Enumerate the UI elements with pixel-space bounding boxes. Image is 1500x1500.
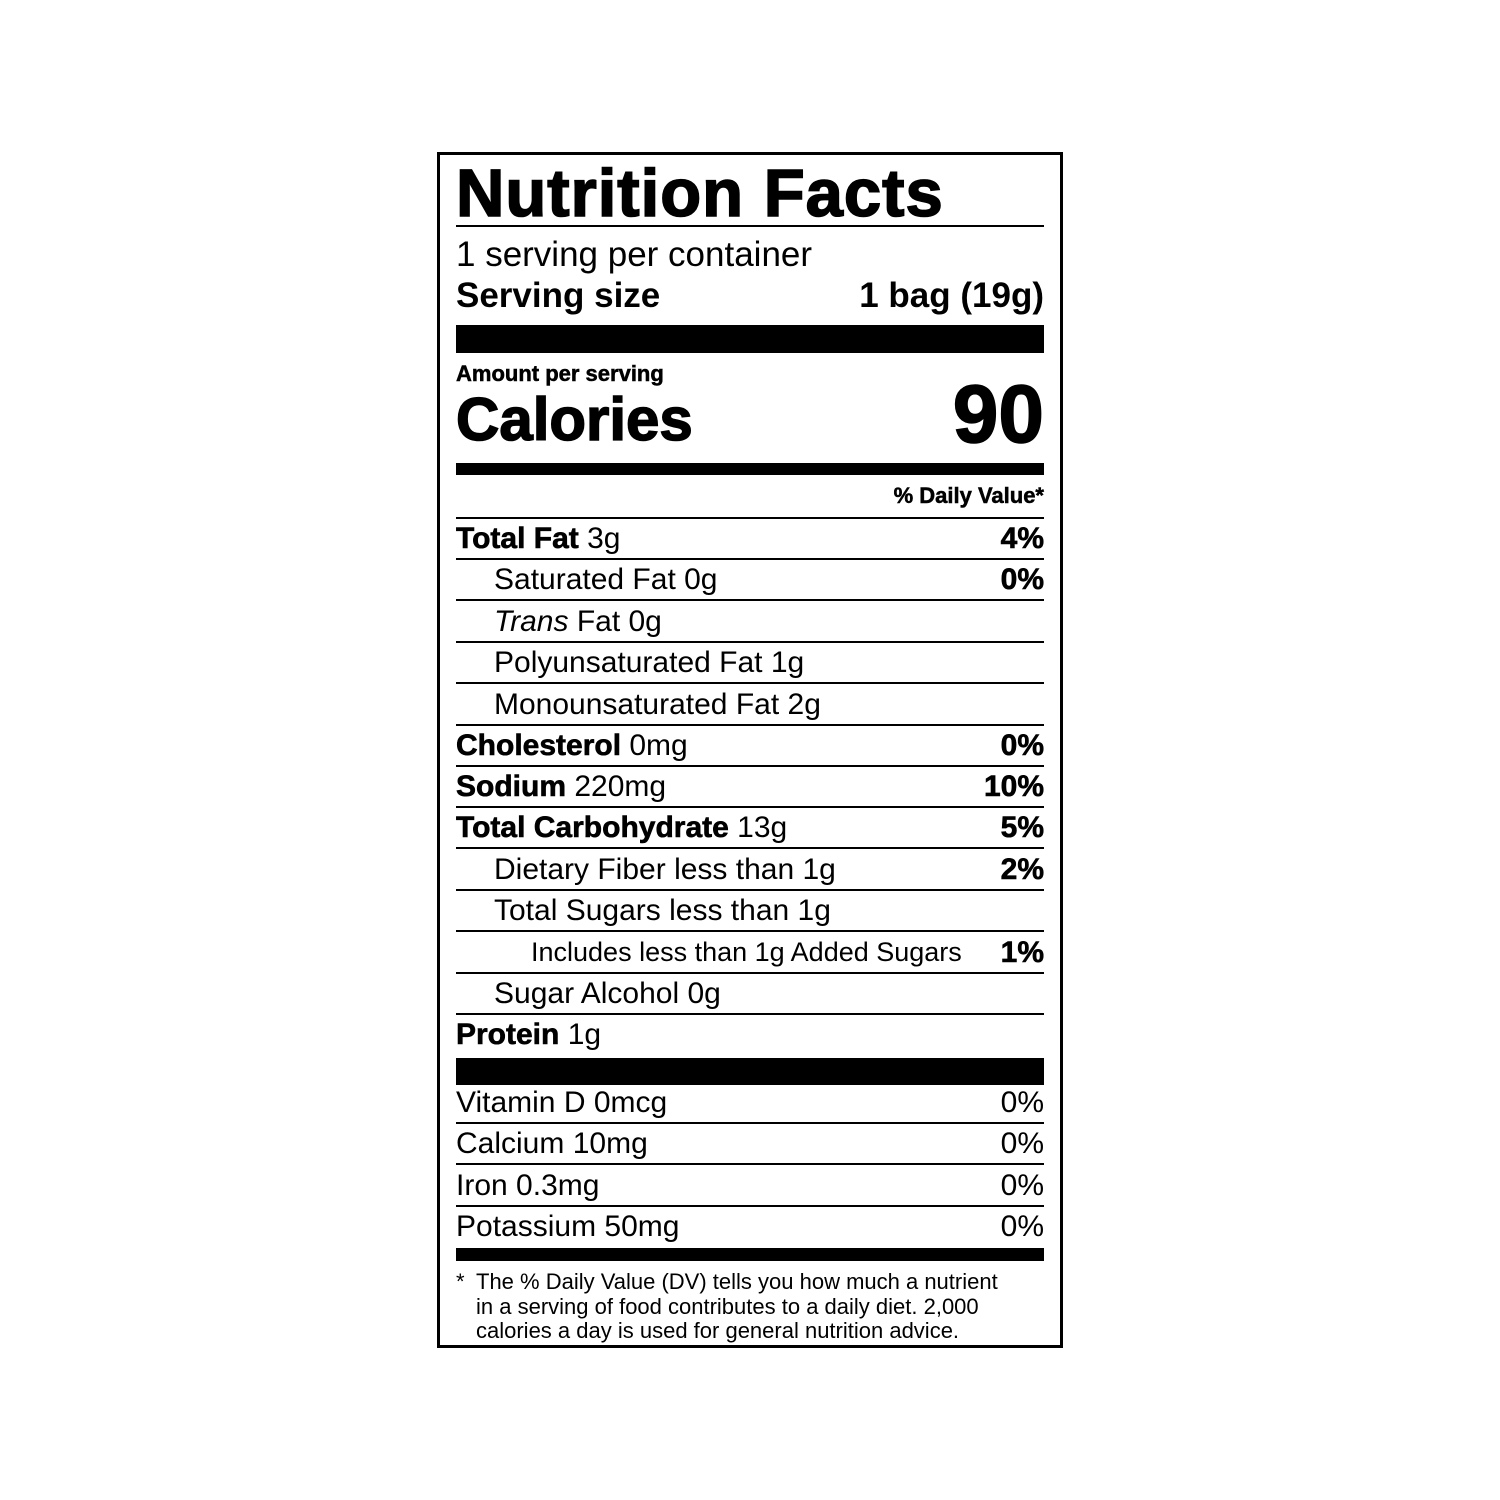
nutrition-label: Nutrition Facts 1 serving per container … bbox=[437, 152, 1063, 1348]
nutrient-name: Polyunsaturated Fat bbox=[494, 645, 763, 679]
vitamin-dv: 0% bbox=[1000, 1168, 1044, 1202]
amount-per-serving: Amount per serving bbox=[456, 361, 664, 387]
footnote-line: in a serving of food contributes to a da… bbox=[476, 1293, 979, 1319]
nutrient-name: Trans bbox=[494, 604, 569, 638]
vitamin-amount: 50mg bbox=[604, 1209, 680, 1243]
nutrient-amount: 13g bbox=[737, 810, 788, 844]
medium-bar bbox=[456, 1248, 1044, 1261]
nutrient-row: Sugar Alcohol 0g bbox=[456, 974, 1044, 1015]
nutrient-amount: 0mg bbox=[629, 728, 688, 762]
vitamin-row: Iron 0.3mg 0% bbox=[456, 1166, 1044, 1207]
nutrient-row: Includes less than 1g Added Sugars 1% bbox=[456, 933, 1044, 974]
nutrient-name: Dietary Fiber bbox=[494, 852, 666, 886]
vitamin-amount: 0.3mg bbox=[516, 1168, 600, 1202]
nutrient-amount: 220mg bbox=[574, 769, 667, 803]
nutrient-name: Sodium bbox=[456, 769, 567, 803]
nutrient-row: Trans Fat 0g bbox=[456, 602, 1044, 643]
nutrient-name: Cholesterol bbox=[456, 728, 622, 762]
nutrient-name: Saturated Fat bbox=[494, 562, 676, 596]
nutrient-amount: Fat 0g bbox=[576, 604, 662, 638]
dv-header: % Daily Value* bbox=[456, 483, 1044, 519]
nutrient-dv: 2% bbox=[1000, 852, 1044, 886]
nutrient-dv: 4% bbox=[1000, 521, 1044, 555]
serving-size-value: 1 bag (19g) bbox=[859, 276, 1044, 315]
nutrient-amount: less than 1g bbox=[669, 893, 831, 927]
footnote: * The % Daily Value (DV) tells you how m… bbox=[456, 1269, 1044, 1344]
nutrient-row: Sodium 220mg 10% bbox=[456, 767, 1044, 808]
nutrient-name: Sugar Alcohol bbox=[494, 976, 680, 1010]
nutrient-row: Total Fat 3g 4% bbox=[456, 519, 1044, 560]
nutrient-dv: 0% bbox=[1000, 728, 1044, 762]
calories-value: 90 bbox=[952, 369, 1045, 460]
nutrient-row: Total Sugars less than 1g bbox=[456, 891, 1044, 932]
nutrient-amount: 1g bbox=[770, 645, 805, 679]
title: Nutrition Facts bbox=[455, 158, 1044, 229]
vitamin-dv: 0% bbox=[1000, 1209, 1044, 1243]
nutrient-row: Total Carbohydrate 13g 5% bbox=[456, 808, 1044, 849]
nutrient-name: Monounsaturated Fat bbox=[494, 687, 780, 721]
vitamin-name: Potassium bbox=[456, 1209, 597, 1243]
nutrient-name: Includes less than 1g Added Sugars bbox=[531, 937, 962, 967]
footnote-mark: * bbox=[456, 1269, 465, 1294]
calories: Calories 90 bbox=[455, 369, 1045, 460]
nutrient-row: Dietary Fiber less than 1g 2% bbox=[456, 850, 1044, 891]
nutrient-name: Total Sugars bbox=[494, 893, 661, 927]
nutrient-amount: 0g bbox=[687, 976, 721, 1010]
nutrient-amount: 2g bbox=[787, 687, 821, 721]
vitamin-row: Potassium 50mg 0% bbox=[456, 1207, 1044, 1246]
nutrient-row: Protein 1g bbox=[456, 1015, 1044, 1054]
nutrient-amount: less than 1g bbox=[674, 852, 836, 886]
nutrient-amount: 1g bbox=[567, 1017, 602, 1051]
footnote-line: calories a day is used for general nutri… bbox=[476, 1318, 960, 1343]
serving-size: Serving size 1 bag (19g) bbox=[456, 276, 1044, 316]
vitamin-row: Vitamin D 0mcg 0% bbox=[456, 1083, 1044, 1124]
nutrient-dv: 1% bbox=[1000, 935, 1044, 969]
nutrient-name: Total Carbohydrate bbox=[456, 810, 729, 844]
nutrient-row: Monounsaturated Fat 2g bbox=[456, 685, 1044, 726]
nutrient-amount: 0g bbox=[684, 562, 718, 596]
nutrient-row: Saturated Fat 0g 0% bbox=[456, 560, 1044, 601]
calories-label: Calories bbox=[455, 385, 693, 454]
thick-bar bbox=[456, 325, 1044, 353]
servings: 1 serving per container bbox=[456, 235, 813, 274]
vitamin-amount: 0mcg bbox=[593, 1085, 668, 1119]
nutrient-dv: 10% bbox=[983, 769, 1045, 803]
vitamin-dv: 0% bbox=[1000, 1085, 1044, 1119]
nutrient-row: Polyunsaturated Fat 1g bbox=[456, 643, 1044, 684]
vitamin-name: Vitamin D bbox=[456, 1085, 586, 1119]
medium-bar bbox=[456, 463, 1044, 475]
nutrient-dv: 0% bbox=[1000, 562, 1044, 596]
vitamin-row: Calcium 10mg 0% bbox=[456, 1124, 1044, 1165]
vitamin-name: Calcium bbox=[456, 1126, 565, 1160]
nutrient-name: Total Fat bbox=[456, 521, 579, 555]
nutrient-name: Protein bbox=[456, 1017, 560, 1051]
nutrient-row: Cholesterol 0mg 0% bbox=[456, 726, 1044, 767]
vitamin-name: Iron bbox=[456, 1168, 508, 1202]
vitamin-dv: 0% bbox=[1000, 1126, 1044, 1160]
vitamin-amount: 10mg bbox=[572, 1126, 648, 1160]
nutrient-amount: 3g bbox=[587, 521, 621, 555]
thick-bar bbox=[456, 1058, 1044, 1085]
serving-size-label: Serving size bbox=[456, 276, 661, 315]
nutrient-dv: 5% bbox=[1000, 810, 1044, 844]
footnote-line: The % Daily Value (DV) tells you how muc… bbox=[476, 1269, 998, 1294]
